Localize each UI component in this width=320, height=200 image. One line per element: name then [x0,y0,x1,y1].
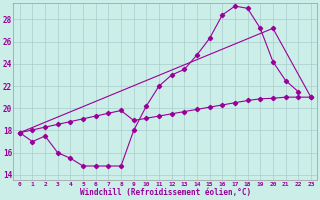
X-axis label: Windchill (Refroidissement éolien,°C): Windchill (Refroidissement éolien,°C) [80,188,251,197]
